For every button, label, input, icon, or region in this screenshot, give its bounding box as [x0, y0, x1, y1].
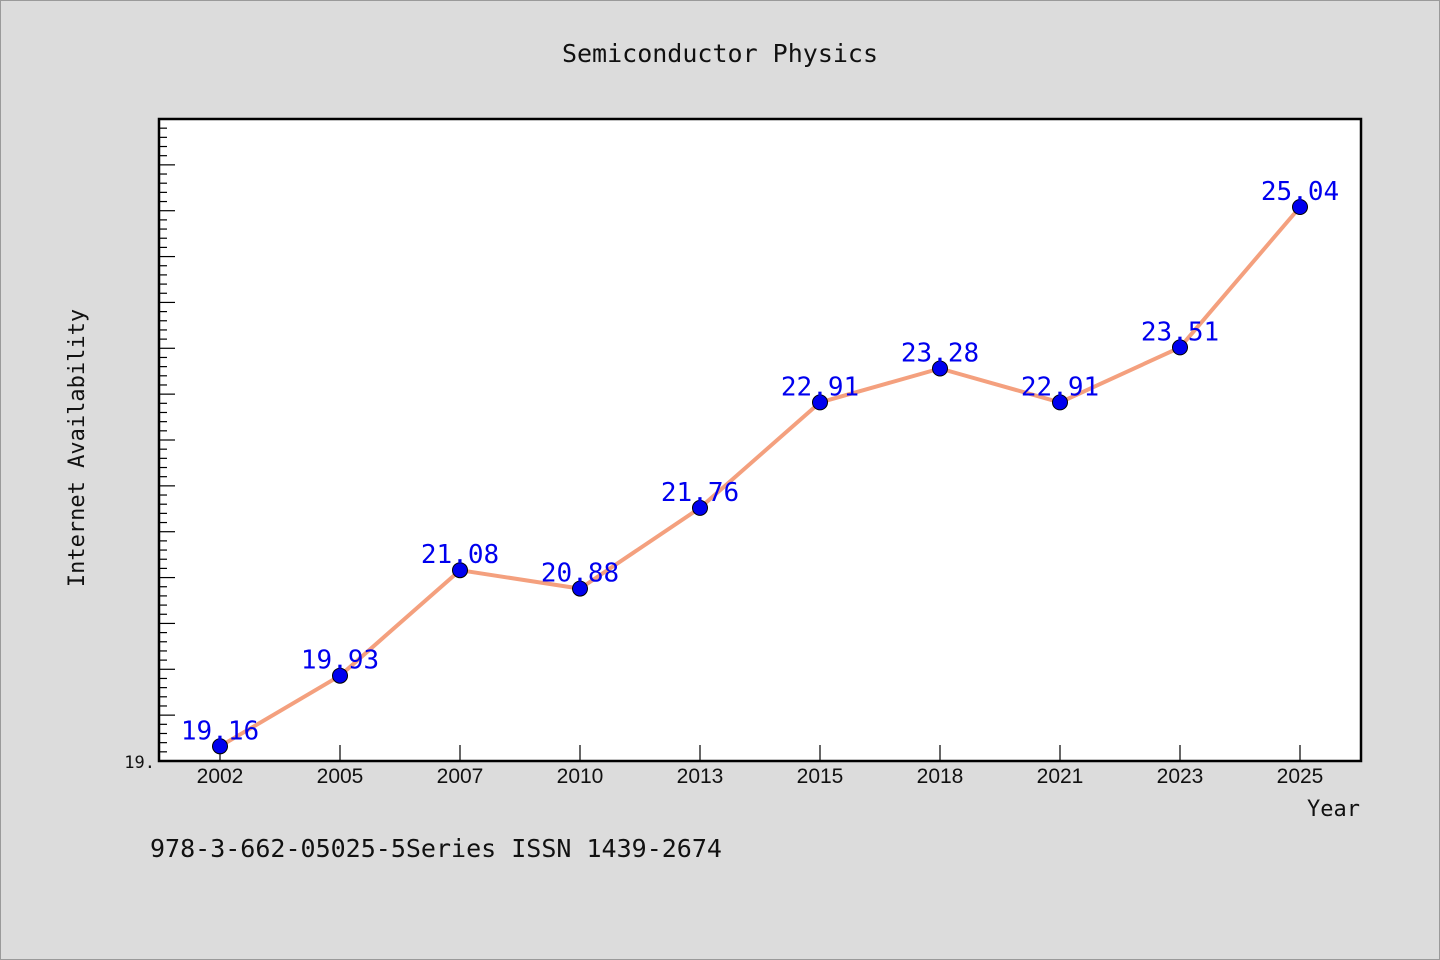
x-tick-label: 2021 — [1037, 765, 1084, 788]
footer-isbn-text: 978-3-662-05025-5Series ISSN 1439-2674 — [150, 834, 722, 863]
data-point — [1172, 339, 1188, 356]
data-label: 21.76 — [661, 478, 739, 508]
y-axis-title: Internet Availability — [65, 309, 90, 587]
data-point — [332, 667, 348, 684]
data-label: 19.16 — [181, 716, 259, 746]
chart-title: Semiconductor Physics — [562, 39, 878, 68]
x-tick-label: 2002 — [197, 765, 244, 788]
data-labels: 19.16 19.93 21.08 20.88 21.76 22.91 23.28 22.91… — [181, 177, 1339, 746]
data-point — [692, 499, 708, 516]
data-point — [812, 394, 828, 411]
data-label: 21.08 — [421, 540, 499, 570]
data-label: 22.91 — [781, 372, 859, 402]
data-point — [212, 738, 228, 755]
x-tick-label: 2023 — [1157, 765, 1204, 788]
x-tick-label: 2015 — [797, 765, 844, 788]
series-markers — [212, 199, 1308, 755]
x-tick-label: 2025 — [1277, 765, 1324, 788]
data-point — [572, 580, 588, 597]
data-label: 25.04 — [1261, 177, 1339, 207]
x-tick-label: 2010 — [557, 765, 604, 788]
plot-area — [157, 117, 1363, 763]
data-label: 22.91 — [1021, 372, 1099, 402]
series-line — [218, 205, 1302, 749]
x-tick-label: 2018 — [917, 765, 964, 788]
x-tick-label: 2005 — [317, 765, 364, 788]
data-point — [1052, 394, 1068, 411]
data-point — [1292, 199, 1308, 215]
x-tick-label: 2013 — [677, 765, 724, 788]
data-point — [932, 360, 948, 377]
data-point — [452, 562, 468, 579]
data-label: 20.88 — [541, 559, 619, 589]
y-tick-label: 19. — [124, 753, 155, 773]
data-label: 23.51 — [1141, 317, 1219, 347]
y-axis-ticks: 19. — [124, 127, 175, 773]
x-tick-label: 2007 — [437, 765, 484, 788]
data-label: 19.93 — [301, 646, 379, 676]
x-axis-title: Year — [1307, 797, 1360, 822]
x-axis-ticks: 2002 2005 2007 2010 2013 2015 2018 2021 2023 2025 — [197, 745, 1324, 788]
data-label: 23.28 — [901, 339, 979, 369]
